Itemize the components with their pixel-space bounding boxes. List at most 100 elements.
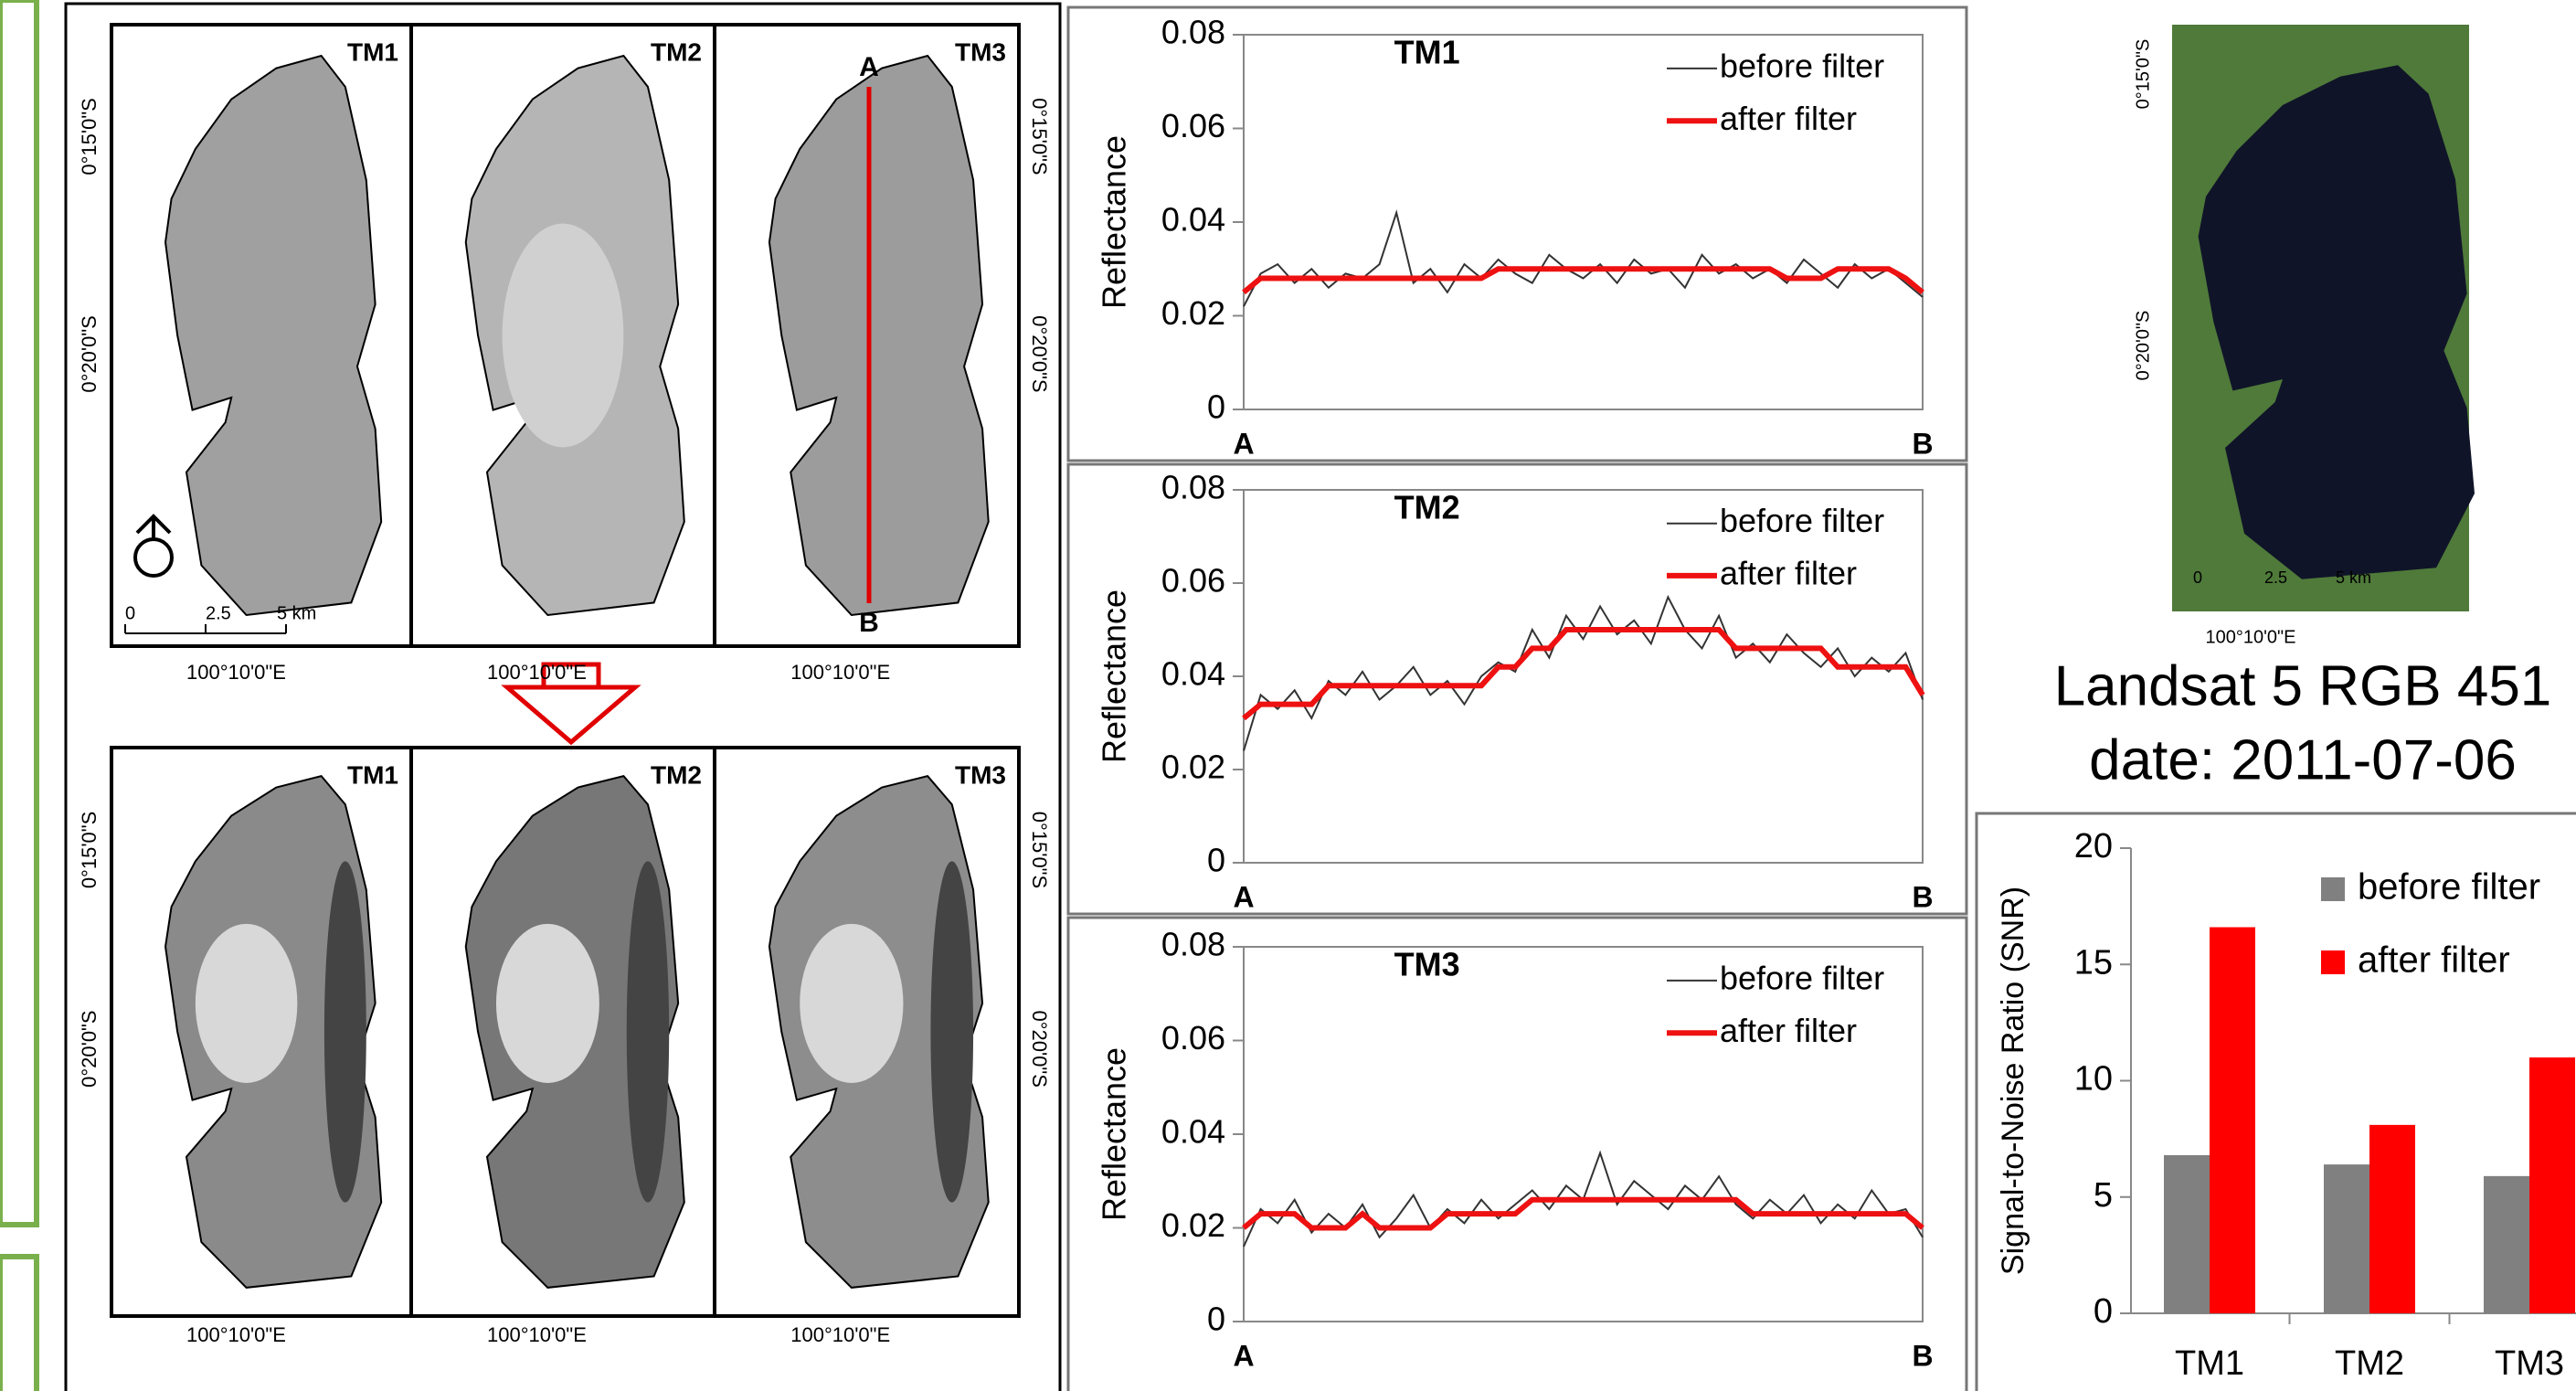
lake-zone <box>195 923 298 1083</box>
lat-label: 0°15'0"S <box>1028 98 1051 175</box>
scale-label: 2.5 <box>2264 568 2287 587</box>
chart-title: TM3 <box>1394 946 1460 983</box>
lat-label: 0°20'0"S <box>1028 315 1051 392</box>
bar <box>2369 1124 2415 1313</box>
chart-title: TM1 <box>1394 34 1460 71</box>
y-tick-label: 0 <box>2094 1292 2113 1331</box>
legend-label: after filter <box>2358 940 2510 981</box>
bar <box>2210 927 2255 1313</box>
y-tick-label: 0.04 <box>1161 201 1225 239</box>
lat-label: 0°20'0"S <box>78 315 101 392</box>
y-tick-label: 0 <box>1207 842 1225 879</box>
lake-zone <box>323 861 366 1203</box>
y-tick-label: 10 <box>2074 1060 2113 1099</box>
lat-label: 0°20'0"S <box>78 1010 101 1087</box>
y-tick-label: 0.04 <box>1161 655 1225 693</box>
scale-label: 5 km <box>277 603 316 623</box>
x-tick-label: B <box>1912 880 1933 913</box>
profile-end: A <box>859 52 879 82</box>
lon-label: 100°10'0"E <box>186 661 286 684</box>
x-tick-label: B <box>1912 427 1933 460</box>
x-tick-label: A <box>1233 427 1254 460</box>
lat-label: 0°15'0"S <box>2133 39 2153 110</box>
legend-label: after filter <box>1720 554 1857 591</box>
legend-label: before filter <box>2358 867 2540 908</box>
x-tick-label: A <box>1233 880 1254 913</box>
legend-label: after filter <box>1720 100 1857 137</box>
map-label: TM3 <box>955 760 1006 789</box>
x-tick-label: B <box>1912 1339 1933 1372</box>
x-tick-label: TM2 <box>2335 1344 2404 1383</box>
legend-label: after filter <box>1720 1012 1857 1049</box>
series-line <box>1243 594 1924 751</box>
series-line <box>1242 1196 1924 1231</box>
y-axis-label: Reflectance <box>1096 589 1133 763</box>
bar <box>2484 1175 2529 1313</box>
y-axis-label: Reflectance <box>1096 135 1133 309</box>
lake-zone <box>495 923 599 1083</box>
y-tick-label: 0 <box>1207 388 1225 426</box>
y-tick-label: 15 <box>2074 943 2113 982</box>
lat-label: 0°15'0"S <box>1028 812 1051 888</box>
chart-frame <box>1066 462 1968 916</box>
lon-label: 100°10'0"E <box>487 1323 587 1346</box>
chart-frame <box>1066 5 1968 462</box>
y-axis-label: Signal-to-Noise Ratio (SNR) <box>1996 887 2030 1275</box>
y-tick-label: 0.06 <box>1161 107 1225 144</box>
y-tick-label: 0 <box>1207 1301 1225 1338</box>
y-tick-label: 0.02 <box>1161 294 1225 332</box>
x-tick-label: TM1 <box>2175 1344 2244 1383</box>
legend-label: before filter <box>1720 47 1884 84</box>
y-tick-label: 0.06 <box>1161 562 1225 600</box>
scale-label: 0 <box>125 603 135 623</box>
lake-zone <box>800 923 904 1083</box>
lake <box>768 54 990 617</box>
lake-zone <box>502 223 624 448</box>
legend-swatch <box>2321 950 2345 974</box>
y-tick-label: 0.08 <box>1161 469 1225 506</box>
bar <box>2324 1164 2369 1313</box>
caption: Landsat 5 RGB 451 <box>2054 654 2552 717</box>
lon-label: 100°10'0"E <box>790 1323 890 1346</box>
bar <box>2529 1057 2575 1313</box>
map-label: TM2 <box>651 37 702 66</box>
map-label: TM2 <box>651 760 702 789</box>
y-tick-label: 0.04 <box>1161 1113 1225 1151</box>
map-panel-frame <box>64 2 1062 1391</box>
lake <box>164 54 383 617</box>
side-frame <box>0 0 39 1227</box>
profile-end: B <box>859 608 879 638</box>
lon-label: 100°10'0"E <box>2206 627 2296 647</box>
legend-label: before filter <box>1720 502 1884 539</box>
lat-label: 0°20'0"S <box>1028 1010 1051 1087</box>
satellite-lake <box>2198 65 2475 579</box>
north-arrow <box>133 537 174 578</box>
chart-frame <box>1975 812 2576 1391</box>
y-tick-label: 0.08 <box>1161 926 1225 963</box>
y-axis-label: Reflectance <box>1096 1047 1133 1221</box>
down-arrow <box>501 662 641 746</box>
y-tick-label: 5 <box>2094 1176 2113 1215</box>
bar <box>2164 1154 2210 1313</box>
caption: date: 2011-07-06 <box>2089 728 2517 791</box>
chart-title: TM2 <box>1394 489 1460 526</box>
y-tick-label: 20 <box>2074 827 2113 865</box>
lake-zone <box>930 861 974 1203</box>
chart-frame <box>1066 916 1968 1391</box>
y-tick-label: 0.08 <box>1161 14 1225 51</box>
y-tick-label: 0.02 <box>1161 1206 1225 1244</box>
lon-label: 100°10'0"E <box>186 1323 286 1346</box>
series-line <box>1242 266 1924 295</box>
y-tick-label: 0.02 <box>1161 749 1225 786</box>
lake-zone <box>626 861 670 1203</box>
scale-label: 2.5 <box>206 603 231 623</box>
series-line <box>1242 627 1925 721</box>
north-arrow <box>135 514 172 539</box>
y-tick-label: 0.06 <box>1161 1019 1225 1057</box>
lon-label: 100°10'0"E <box>790 661 890 684</box>
lat-label: 0°20'0"S <box>2133 311 2153 381</box>
side-frame <box>0 1254 39 1391</box>
scale-label: 5 km <box>2336 568 2371 587</box>
